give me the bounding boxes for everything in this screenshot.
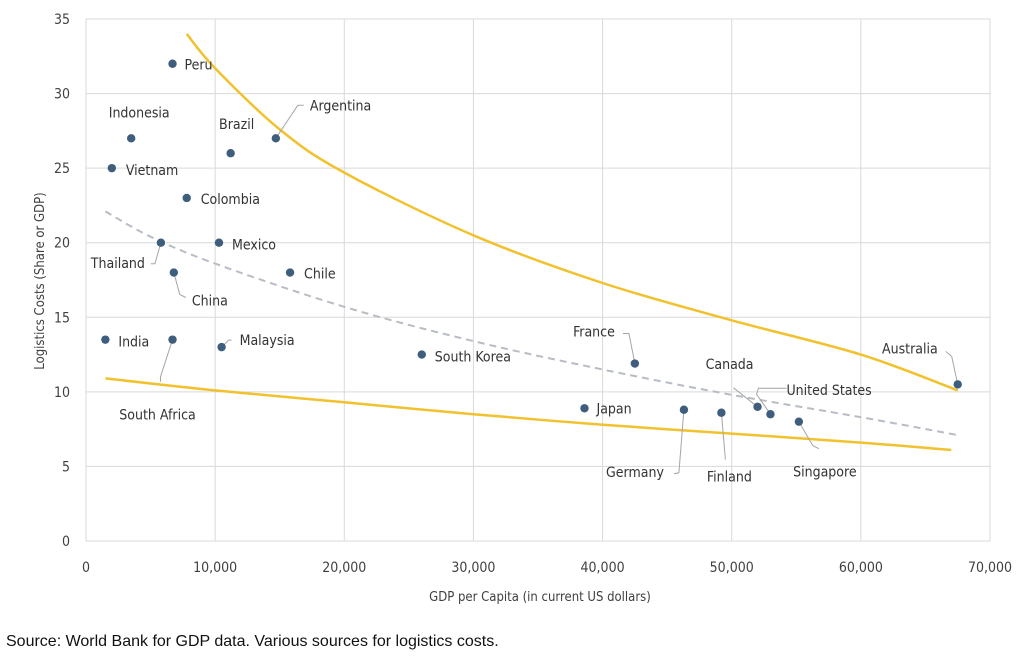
point-thailand: [156, 238, 166, 247]
data-points: [101, 59, 962, 426]
y-tick-label: 10: [54, 385, 70, 401]
leader-germany: [673, 409, 685, 475]
label-china: China: [192, 294, 228, 310]
leader-singapore: [798, 421, 820, 450]
point-peru: [168, 59, 177, 68]
point-vietnam: [107, 163, 117, 173]
x-tick-label: 20,000: [322, 560, 366, 576]
leader-china: [173, 272, 187, 298]
y-tick-label: 20: [54, 236, 70, 252]
label-vietnam: Vietnam: [126, 163, 178, 179]
x-tick-label: 30,000: [451, 560, 495, 576]
label-australia: Australia: [882, 341, 938, 357]
point-united-states: [766, 410, 775, 419]
leader-argentina: [275, 104, 304, 139]
point-chile: [285, 268, 295, 277]
leader-thailand: [150, 242, 162, 265]
curves: [104, 33, 959, 452]
y-tick-label: 0: [62, 534, 70, 550]
label-leaders: [150, 104, 959, 475]
point-finland: [717, 408, 726, 417]
label-canada: Canada: [706, 357, 754, 373]
label-japan: Japan: [595, 401, 631, 417]
x-tick-label: 60,000: [839, 560, 883, 576]
label-indonesia: Indonesia: [109, 105, 170, 121]
x-axis-label: GDP per Capita (in current US dollars): [429, 590, 651, 605]
leader-south-africa: [160, 339, 173, 382]
label-thailand: Thailand: [90, 256, 145, 272]
leader-canada: [733, 387, 758, 408]
y-tick-label: 25: [54, 161, 70, 177]
point-japan: [580, 404, 589, 413]
y-tick-label: 30: [54, 87, 70, 103]
label-south-africa: South Africa: [119, 408, 195, 424]
x-tick-label: 10,000: [193, 560, 237, 576]
y-tick-label: 15: [54, 310, 70, 326]
point-singapore: [794, 417, 804, 426]
label-singapore: Singapore: [793, 465, 857, 481]
label-malaysia: Malaysia: [240, 333, 295, 349]
point-south-korea: [417, 350, 426, 359]
point-germany: [679, 405, 689, 414]
point-labels: Peru Indonesia Brazil Argentina Vietnam Colom…: [90, 58, 938, 486]
label-chile: Chile: [304, 267, 336, 283]
label-argentina: Argentina: [310, 98, 371, 114]
point-brazil: [226, 149, 235, 158]
point-indonesia: [127, 134, 136, 143]
label-south-korea: South Korea: [435, 350, 511, 366]
leader-united-states: [755, 387, 787, 415]
point-mexico: [214, 238, 224, 247]
label-united-states: United States: [786, 383, 871, 399]
point-india: [101, 335, 110, 344]
point-south-africa: [168, 335, 177, 344]
point-canada: [753, 402, 762, 411]
x-tick-label: 40,000: [581, 560, 625, 576]
x-tick-label: 0: [82, 560, 90, 576]
point-australia: [953, 380, 962, 389]
gridlines: [85, 18, 991, 542]
leader-finland: [720, 412, 726, 460]
trend-curve: [104, 210, 958, 437]
point-france: [630, 359, 640, 368]
x-tick-label: 50,000: [710, 560, 754, 576]
source-note: Source: World Bank for GDP data. Various…: [6, 633, 499, 650]
y-tick-label: 35: [54, 12, 70, 28]
x-tick-label: 70,000: [968, 560, 1012, 576]
y-tick-label: 5: [62, 459, 70, 475]
point-china: [169, 268, 179, 277]
point-argentina: [271, 134, 281, 143]
leader-france: [622, 333, 636, 364]
leader-australia: [945, 351, 959, 385]
upper-envelope-curve: [185, 33, 959, 392]
label-india: India: [118, 335, 149, 351]
label-brazil: Brazil: [219, 117, 254, 133]
point-colombia: [182, 193, 191, 203]
axis-ticks: 0 10,000 20,000 30,000 40,000 50,000 60,000 70,…: [54, 12, 1012, 576]
y-axis-label: Logistics Costs (Share or GDP): [33, 192, 48, 369]
label-finland: Finland: [707, 470, 752, 486]
label-peru: Peru: [185, 58, 213, 74]
label-france: France: [573, 325, 615, 341]
label-mexico: Mexico: [232, 238, 276, 254]
label-germany: Germany: [606, 465, 664, 481]
point-malaysia: [217, 342, 226, 352]
lower-envelope-curve: [105, 377, 952, 452]
label-colombia: Colombia: [201, 192, 260, 208]
